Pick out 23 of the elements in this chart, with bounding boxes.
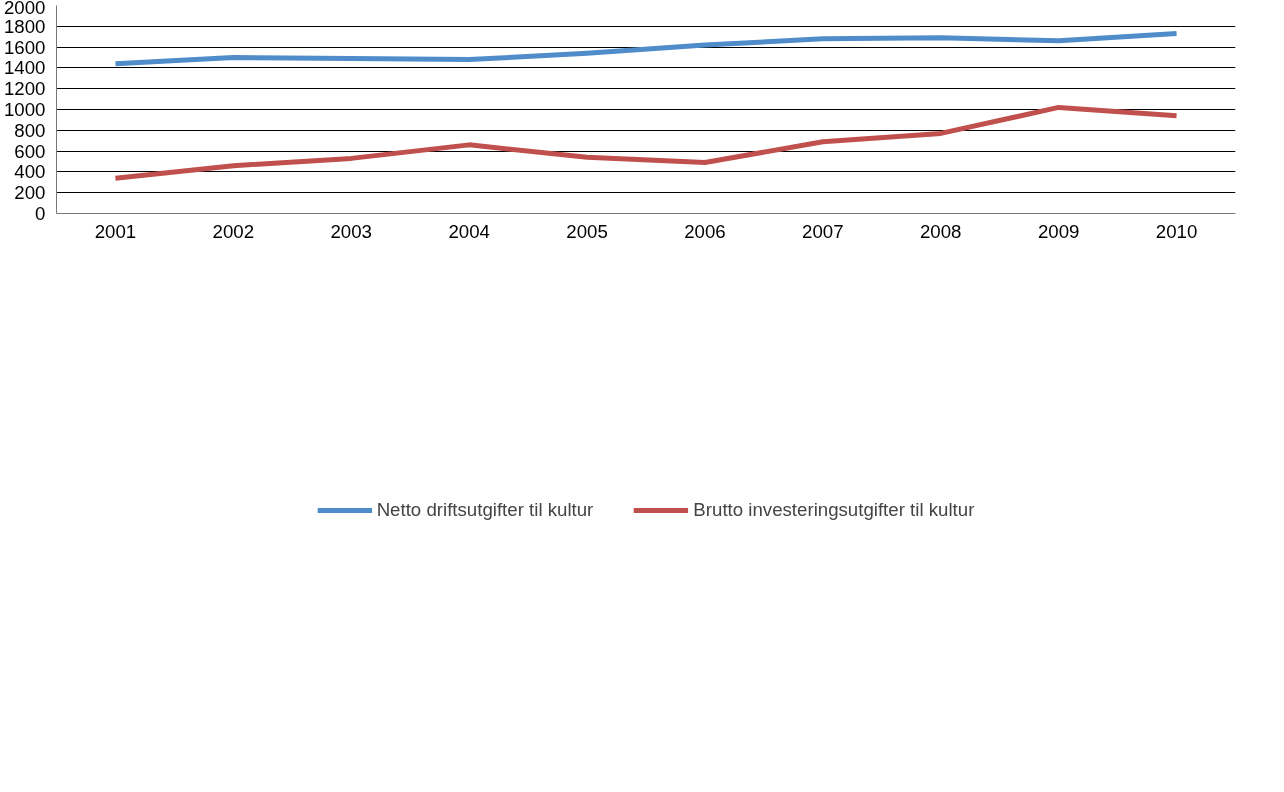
y-tick-label: 800 bbox=[14, 119, 46, 141]
y-tick-label: 1600 bbox=[4, 36, 46, 58]
legend-label: Netto driftsutgifter til kultur bbox=[376, 499, 594, 521]
x-tick-label: 2002 bbox=[212, 220, 255, 242]
legend-label: Brutto investeringsutgifter til kultur bbox=[693, 499, 975, 521]
y-tick-label: 1800 bbox=[4, 15, 46, 37]
x-tick-label: 2004 bbox=[448, 220, 490, 242]
x-tick-label: 2010 bbox=[1155, 220, 1198, 242]
y-tick-label: 1000 bbox=[4, 99, 46, 120]
y-tick-label: 2000 bbox=[4, 0, 46, 18]
y-tick-label: 1400 bbox=[4, 57, 46, 79]
x-tick-label: 2006 bbox=[684, 220, 726, 242]
y-tick-label: 200 bbox=[14, 182, 46, 204]
y-tick-label: 600 bbox=[14, 140, 46, 162]
x-tick-label: 2003 bbox=[330, 220, 373, 242]
x-tick-label: 2008 bbox=[920, 220, 962, 242]
y-tick-label: 0 bbox=[35, 203, 46, 224]
y-tick-label: 1200 bbox=[4, 78, 46, 100]
x-tick-label: 2005 bbox=[566, 220, 608, 242]
x-tick-label: 2007 bbox=[802, 220, 844, 242]
x-tick-label: 2009 bbox=[1037, 220, 1080, 242]
y-tick-label: 400 bbox=[14, 161, 46, 183]
x-tick-label: 2001 bbox=[94, 220, 137, 242]
